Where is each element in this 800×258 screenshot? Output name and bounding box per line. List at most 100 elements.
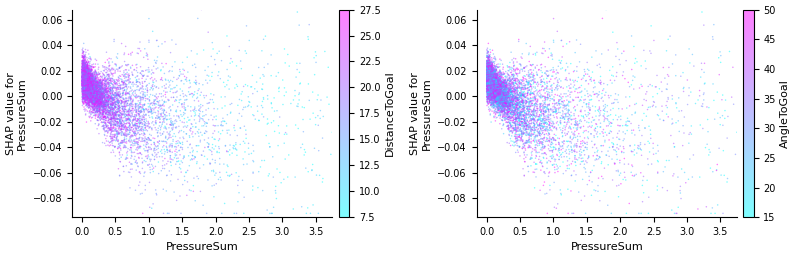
Point — [78, 90, 90, 94]
Point — [502, 85, 514, 89]
Point — [98, 126, 111, 130]
Point — [164, 157, 177, 161]
Point — [90, 97, 103, 101]
Point — [76, 64, 89, 68]
Point — [497, 82, 510, 86]
Point — [507, 120, 520, 125]
Point — [82, 102, 94, 106]
Point — [113, 101, 126, 105]
Point — [76, 69, 89, 73]
Point — [495, 109, 508, 113]
Point — [485, 69, 498, 74]
Point — [558, 92, 570, 96]
Point — [501, 86, 514, 90]
Point — [97, 109, 110, 114]
Point — [602, 131, 615, 135]
Point — [496, 100, 509, 104]
Point — [77, 49, 90, 53]
Point — [224, 111, 237, 115]
Point — [484, 80, 497, 84]
Point — [490, 82, 502, 86]
Point — [180, 77, 193, 81]
Point — [481, 77, 494, 81]
Point — [245, 105, 258, 109]
Point — [734, 103, 747, 107]
Point — [77, 75, 90, 79]
Point — [512, 78, 525, 82]
Point — [93, 84, 106, 88]
Point — [142, 155, 155, 159]
Point — [501, 89, 514, 93]
Point — [78, 75, 91, 79]
Point — [200, 108, 213, 112]
Point — [491, 89, 504, 93]
Point — [481, 81, 494, 85]
Point — [502, 93, 514, 98]
Point — [492, 84, 505, 88]
Point — [526, 118, 538, 122]
Point — [86, 78, 99, 82]
Point — [482, 83, 495, 87]
Point — [85, 89, 98, 93]
Point — [494, 99, 506, 103]
Point — [91, 81, 104, 85]
Point — [82, 83, 94, 87]
Point — [146, 106, 158, 110]
Point — [91, 80, 104, 84]
Point — [84, 70, 97, 74]
Point — [484, 89, 497, 93]
Point — [266, 106, 278, 110]
Point — [87, 87, 100, 91]
Point — [125, 162, 138, 166]
Point — [482, 84, 494, 88]
Point — [714, 116, 726, 120]
Point — [484, 94, 497, 99]
Point — [94, 99, 107, 103]
Point — [82, 77, 95, 81]
Point — [554, 119, 567, 123]
Point — [86, 75, 98, 79]
Point — [482, 71, 494, 75]
Point — [490, 96, 503, 100]
Point — [82, 83, 95, 87]
Point — [82, 83, 95, 87]
Point — [490, 64, 502, 69]
Point — [485, 60, 498, 64]
Point — [610, 157, 623, 162]
Point — [500, 104, 513, 108]
Point — [82, 86, 95, 90]
Point — [78, 86, 91, 90]
Point — [497, 95, 510, 100]
Point — [482, 87, 495, 91]
Point — [512, 86, 525, 90]
Point — [125, 146, 138, 150]
Point — [563, 116, 576, 120]
Point — [90, 83, 103, 87]
Point — [125, 128, 138, 132]
Point — [208, 137, 221, 141]
Point — [500, 102, 513, 106]
Point — [486, 76, 498, 80]
Point — [78, 71, 91, 75]
Point — [490, 101, 503, 106]
Point — [507, 105, 520, 109]
Point — [76, 75, 89, 79]
Point — [494, 94, 506, 98]
Point — [494, 81, 506, 85]
Point — [118, 73, 130, 77]
Point — [100, 103, 113, 108]
Point — [194, 107, 206, 111]
Point — [494, 93, 507, 97]
Point — [90, 108, 103, 112]
Point — [486, 96, 498, 100]
Point — [112, 167, 125, 171]
Point — [81, 87, 94, 91]
Point — [79, 100, 92, 104]
Point — [590, 122, 603, 126]
Point — [482, 54, 494, 58]
Point — [93, 101, 106, 105]
Point — [520, 101, 533, 105]
Point — [488, 67, 501, 71]
Point — [525, 145, 538, 149]
Point — [212, 70, 225, 74]
